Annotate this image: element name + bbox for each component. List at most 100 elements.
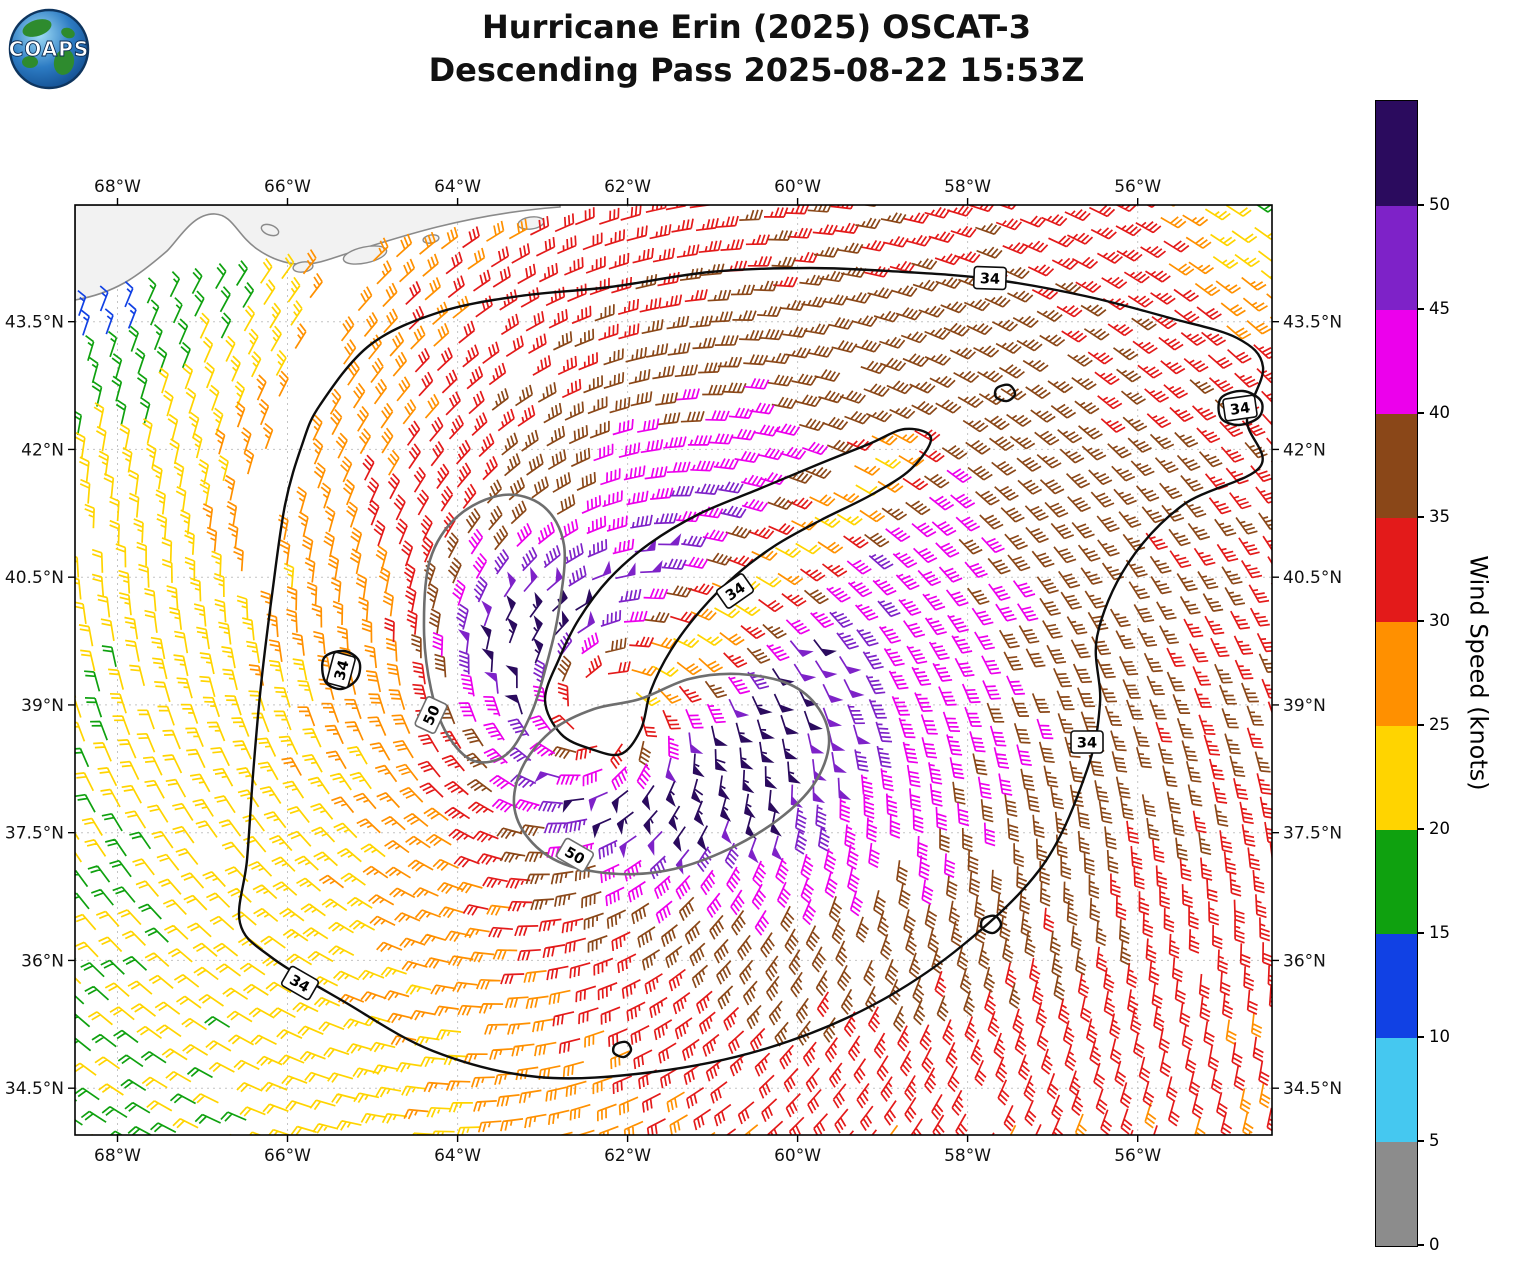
lon-tick-label: 60°W	[774, 1146, 821, 1166]
wind-barb-flags-band-9	[457, 533, 871, 875]
wind-barbs	[75, 205, 1272, 1135]
colorbar-tick-label: 15	[1429, 923, 1450, 942]
colorbar-tick	[1417, 1140, 1424, 1142]
lon-tick-label: 64°W	[434, 177, 481, 197]
title-line1: Hurricane Erin (2025) OSCAT-3	[482, 8, 1031, 46]
colorbar-label-wrap: Wind Speed (knots)	[1452, 100, 1506, 1245]
contour-label: 34	[1070, 730, 1104, 754]
colorbar-tick-label: 35	[1429, 507, 1450, 526]
axis-ticks	[68, 198, 1279, 1142]
colorbar-tick	[1417, 516, 1424, 518]
wind-barbs-band-4	[75, 205, 1272, 1135]
lat-tick-label: 36°N	[1283, 951, 1326, 971]
colorbar-tick-label: 30	[1429, 611, 1450, 630]
wind-barb-flags-band-10	[480, 587, 837, 853]
title-line2: Descending Pass 2025-08-22 15:53Z	[428, 51, 1085, 90]
svg-text:34: 34	[332, 659, 353, 683]
colorbar-tick-label: 0	[1429, 1235, 1440, 1254]
contour-34	[993, 383, 1017, 403]
contour-label: 34	[326, 651, 356, 689]
lon-tick-label: 58°W	[944, 1146, 991, 1166]
contour-50	[422, 493, 567, 764]
contour-label: 34	[972, 265, 1008, 291]
colorbar-band	[1376, 1142, 1417, 1246]
contour-34	[543, 427, 933, 757]
lon-tick-label: 56°W	[1114, 1146, 1161, 1166]
lon-tick-label: 58°W	[944, 177, 991, 197]
colorbar	[1375, 100, 1418, 1247]
lon-tick-label: 56°W	[1114, 177, 1161, 197]
wind-barbs-band-10	[485, 597, 827, 844]
lat-tick-label: 39°N	[1283, 696, 1326, 716]
colorbar-tick-label: 5	[1429, 1131, 1440, 1150]
lat-tick-label: 40.5°N	[5, 568, 64, 588]
lat-tick-label: 43.5°N	[5, 313, 64, 333]
colorbar-tick	[1417, 828, 1424, 830]
svg-text:34: 34	[1229, 400, 1251, 419]
contour-34	[611, 1040, 633, 1059]
lat-tick-label: 42°N	[21, 440, 64, 460]
colorbar-tick	[1417, 412, 1424, 414]
colorbar-band	[1376, 830, 1417, 934]
colorbar-tick	[1417, 204, 1424, 206]
colorbar-tick-label: 25	[1429, 715, 1450, 734]
colorbar-band	[1376, 726, 1417, 830]
wind-barbs-band-9	[456, 481, 901, 880]
svg-text:34: 34	[980, 271, 1001, 288]
contour-label: 34	[715, 573, 755, 609]
contour-50	[512, 672, 831, 876]
colorbar-band	[1376, 622, 1417, 726]
lat-tick-label: 40.5°N	[1283, 568, 1342, 588]
contour-34	[979, 914, 1003, 935]
contour-label: 50	[414, 696, 448, 734]
contour-34	[237, 266, 1265, 1080]
lat-tick-label: 36°N	[21, 951, 64, 971]
wind-barbs-band-2	[77, 280, 137, 336]
map-area: 34 34 34 34 34 34 50 50	[75, 205, 1272, 1135]
colorbar-band	[1376, 206, 1417, 310]
svg-text:50: 50	[421, 703, 444, 728]
colorbar-band	[1376, 1038, 1417, 1142]
colorbar-tick	[1417, 932, 1424, 934]
figure-title: Hurricane Erin (2025) OSCAT-3 Descending…	[0, 6, 1513, 92]
colorbar-label: Wind Speed (knots)	[1465, 554, 1493, 791]
lat-tick-label: 34.5°N	[1283, 1079, 1342, 1099]
lat-tick-label: 34.5°N	[5, 1079, 64, 1099]
coaps-logo: COAPS	[6, 6, 92, 92]
colorbar-tick-label: 50	[1429, 195, 1450, 214]
colorbar-band	[1376, 310, 1417, 414]
colorbar-tick-label: 20	[1429, 819, 1450, 838]
colorbar-band	[1376, 414, 1417, 518]
colorbar-tick	[1417, 1036, 1424, 1038]
colorbar-tick	[1417, 620, 1424, 622]
contour-34	[320, 649, 362, 691]
contour-label: 50	[555, 837, 595, 873]
colorbar-tick	[1417, 308, 1424, 310]
lon-tick-label: 66°W	[264, 1146, 311, 1166]
colorbar-band	[1376, 101, 1417, 206]
colorbar-band	[1376, 934, 1417, 1038]
contour-34	[1217, 389, 1264, 427]
lon-tick-label: 68°W	[94, 177, 141, 197]
wind-contours: 34 34 34 34 34 34 50 50	[237, 265, 1265, 1080]
contour-label: 34	[280, 965, 320, 1001]
lon-tick-label: 62°W	[604, 1146, 651, 1166]
colorbar-tick	[1417, 724, 1424, 726]
wind-barbs-band-7	[411, 205, 1272, 1047]
lat-tick-label: 43.5°N	[1283, 313, 1342, 333]
contour-label: 34	[1222, 394, 1258, 422]
lon-tick-label: 60°W	[774, 177, 821, 197]
lon-tick-label: 64°W	[434, 1146, 481, 1166]
colorbar-band	[1376, 518, 1417, 622]
lon-tick-label: 62°W	[604, 177, 651, 197]
colorbar-tick-label: 10	[1429, 1027, 1450, 1046]
lat-tick-label: 39°N	[21, 696, 64, 716]
colorbar-tick	[1417, 1244, 1424, 1246]
logo-text: COAPS	[9, 37, 90, 61]
wind-barbs-band-8	[432, 378, 1054, 936]
map-frame	[74, 204, 1273, 1136]
colorbar-tick-label: 40	[1429, 403, 1450, 422]
lat-tick-label: 37.5°N	[1283, 824, 1342, 844]
